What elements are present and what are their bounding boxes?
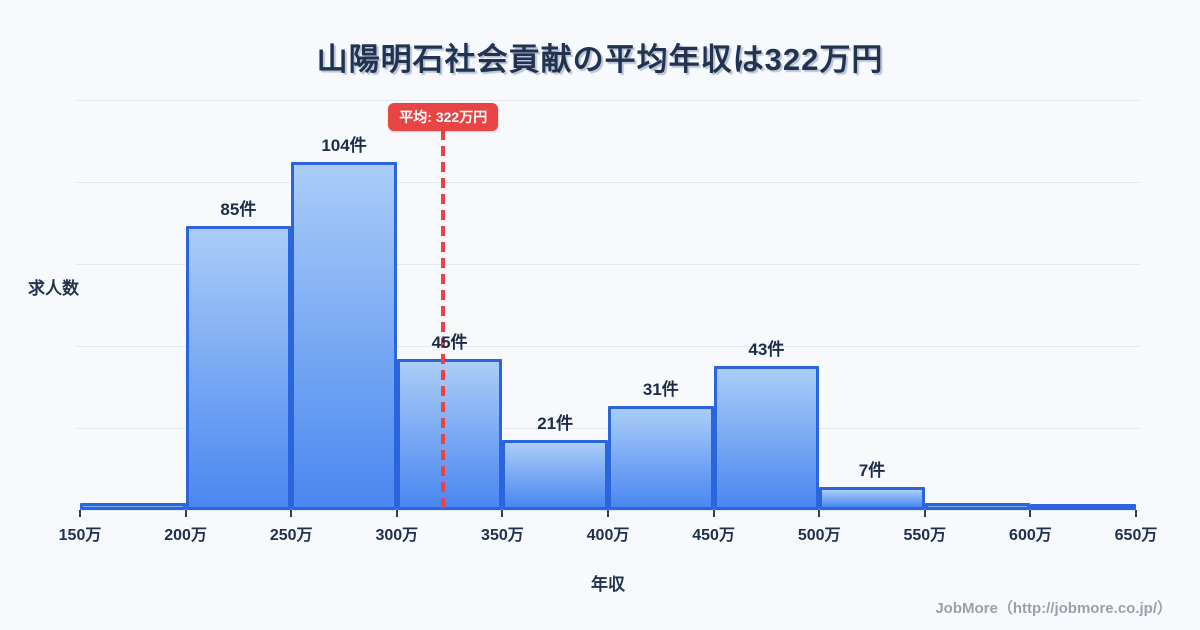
bar-value-label: 45件 [431, 333, 468, 353]
x-axis-tick [395, 510, 398, 517]
footer-credit: JobMore（http://jobmore.co.jp/） [935, 600, 1172, 617]
bar-value-label: 31件 [642, 380, 679, 400]
x-axis-tick [184, 510, 187, 517]
x-axis-tick-label: 650万 [1114, 527, 1158, 544]
x-axis-tick-label: 400万 [586, 527, 630, 544]
x-axis-tick [923, 510, 926, 517]
bar-value-label: 104件 [321, 135, 367, 155]
histogram-bar [185, 225, 292, 510]
x-axis-tick-label: 600万 [1009, 527, 1052, 544]
bar-value-label: 21件 [537, 413, 574, 433]
bar-value-label: 85件 [220, 199, 257, 219]
x-axis-tick [607, 510, 609, 517]
x-axis-tick-label: 250万 [269, 527, 313, 544]
gridline [76, 100, 1140, 101]
average-badge: 平均: 322万円 [388, 103, 499, 131]
x-axis-tick-label: 500万 [797, 527, 841, 544]
x-axis-tick [818, 510, 821, 517]
histogram-bar [80, 503, 186, 510]
histogram-bar [396, 359, 503, 510]
histogram-bar [1030, 504, 1136, 510]
histogram-bar [291, 161, 397, 510]
x-axis-tick [501, 510, 504, 517]
histogram-bar [924, 503, 1031, 510]
chart-title: 山陽明石社会貢献の平均年収は322万円 [316, 42, 884, 77]
x-axis-tick-label: 300万 [375, 527, 419, 544]
histogram-bar [713, 366, 820, 510]
histogram-bar [502, 439, 608, 510]
x-axis-tick [1135, 510, 1137, 517]
histogram-bar [608, 406, 714, 510]
histogram-bar [819, 486, 925, 510]
average-line [441, 130, 446, 508]
x-axis-tick [79, 510, 81, 517]
gridline [76, 182, 1140, 183]
x-axis-title: 年収 [591, 575, 625, 594]
x-axis-tick [712, 510, 715, 517]
x-axis-tick [1029, 510, 1032, 517]
x-axis-tick-label: 550万 [903, 527, 947, 544]
y-axis-title: 求人数 [28, 279, 79, 298]
gridline [76, 264, 1140, 265]
gridline [76, 346, 1140, 347]
plot-area: 85件 104件 45件 21件 31件 43件 7件 150万 200万 250万 300万 35… [59, 100, 1157, 544]
x-axis-tick-label: 350万 [481, 527, 524, 544]
x-axis-tick-label: 450万 [692, 527, 735, 544]
x-axis-tick [290, 510, 293, 517]
bar-value-label: 7件 [858, 460, 886, 480]
x-axis-tick-label: 150万 [58, 527, 102, 544]
x-axis-tick-label: 200万 [164, 527, 207, 544]
bar-value-label: 43件 [748, 340, 785, 360]
